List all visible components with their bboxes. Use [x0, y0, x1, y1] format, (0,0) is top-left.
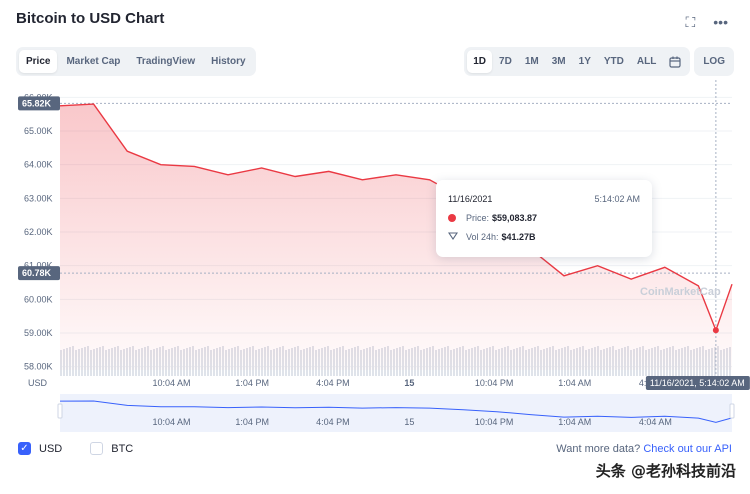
tooltip-time: 5:14:02 AM	[594, 194, 640, 204]
tab-price[interactable]: Price	[19, 50, 58, 73]
tooltip-price-label: Price:	[466, 213, 490, 223]
range-1d[interactable]: 1D	[467, 50, 493, 73]
cursor-dot	[712, 327, 719, 334]
y-tick-label: 63.00K	[24, 193, 53, 203]
current-price-tag: 60.78K	[18, 266, 60, 281]
api-prefix: Want more data?	[556, 443, 641, 455]
price-area	[60, 104, 732, 370]
chart-title: Bitcoin to USD Chart	[16, 10, 165, 27]
high-price-tag-bg	[18, 96, 60, 111]
range-selector: 1D 7D 1M 3M 1Y YTD ALL LOG	[464, 47, 734, 76]
price-line	[59, 103, 733, 333]
navigator-tick-label: 1:04 PM	[235, 417, 269, 427]
high-price-tag-label: 65.82K	[22, 98, 52, 108]
navigator-tick-label: 4:04 AM	[639, 417, 672, 427]
log-group: LOG	[694, 47, 734, 76]
tab-tradingview[interactable]: TradingView	[136, 56, 196, 67]
tab-history[interactable]: History	[211, 56, 246, 67]
y-tick-label: 59.00K	[24, 328, 53, 338]
range-1y[interactable]: 1Y	[578, 56, 591, 67]
log-toggle[interactable]: LOG	[703, 56, 725, 67]
y-tick-label: 61.00K	[24, 261, 53, 271]
x-tick-label: 10:04 PM	[475, 378, 514, 388]
range-ytd[interactable]: YTD	[603, 56, 624, 67]
tooltip-vol-label: Vol 24h:	[466, 232, 499, 242]
price-tags: 65.82K 60.78K	[18, 96, 60, 281]
legend-btc[interactable]: BTC	[90, 442, 133, 455]
x-tick-label: 1:04 AM	[558, 378, 591, 388]
volume-icon	[447, 232, 459, 242]
calendar-icon[interactable]	[663, 50, 687, 73]
range-1m[interactable]: 1M	[524, 56, 539, 67]
chart-tabs: Price Market Cap TradingView History	[16, 47, 256, 76]
x-tick-label: 1:04 PM	[235, 378, 269, 388]
cursor-time-tag: 11/16/2021, 5:14:02 AM	[645, 376, 750, 390]
api-promo: Want more data? Check out our API	[556, 443, 732, 455]
btc-checkbox[interactable]	[90, 442, 104, 455]
price-dot-icon	[448, 214, 456, 222]
navigator-tick-label: 1:04 AM	[558, 417, 591, 427]
coinmarketcap-watermark: CoinMarketCap	[640, 286, 721, 298]
x-tick-label: 15	[404, 378, 414, 388]
tooltip-header: 11/16/2021 5:14:02 AM	[448, 194, 640, 204]
x-axis: USD 10:04 AM 1:04 PM 4:04 PM 15 10:04 PM 1:04 …	[28, 376, 750, 390]
tooltip-vol-value: $41.27B	[501, 232, 536, 242]
navigator-tick-label: 15	[404, 417, 414, 427]
navigator-tick-label: 10:04 AM	[153, 417, 191, 427]
x-tick-label: 10:04 AM	[153, 378, 191, 388]
range-navigator[interactable]: 10:04 AM 1:04 PM 4:04 PM 15 10:04 PM 1:04 AM 4…	[57, 394, 735, 432]
y-tick-label: 64.00K	[24, 160, 53, 170]
cursor-time-bg	[645, 376, 750, 390]
range-all[interactable]: ALL	[636, 56, 657, 67]
y-tick-label: 65.00K	[24, 126, 53, 136]
navigator-handle-right	[729, 403, 735, 419]
range-3m[interactable]: 3M	[551, 56, 566, 67]
legend-usd[interactable]: ✓ USD	[18, 442, 62, 455]
range-group: 1D 7D 1M 3M 1Y YTD ALL	[464, 47, 691, 76]
tooltip-price-value: $59,083.87	[492, 213, 538, 223]
api-link[interactable]: Check out our API	[643, 443, 732, 455]
source-watermark: 头条 @老孙科技前沿	[595, 462, 736, 480]
y-tick-label: 58.00K	[24, 362, 53, 372]
x-tick-label: 4:04 PM	[316, 378, 350, 388]
expand-icon[interactable]: ⛶	[685, 14, 696, 30]
tooltip-vol: Vol 24h: $41.27B	[447, 232, 640, 242]
usd-checkbox[interactable]: ✓	[18, 442, 31, 455]
current-price-tag-bg	[18, 266, 60, 281]
currency-legend: ✓ USD BTC	[18, 442, 153, 455]
tab-market-cap[interactable]: Market Cap	[66, 56, 121, 67]
top-icons: ⛶ •••	[685, 14, 728, 30]
navigator-bg	[60, 394, 732, 432]
chart-tooltip: 11/16/2021 5:14:02 AM Price: $59,083.87 …	[436, 180, 652, 257]
high-price-tag: 65.82K	[18, 96, 60, 111]
tooltip-date: 11/16/2021	[448, 194, 493, 204]
navigator-line	[59, 400, 733, 423]
range-7d[interactable]: 7D	[499, 56, 512, 67]
x-axis-label: USD	[28, 378, 48, 388]
y-tick-label: 60.00K	[24, 294, 53, 304]
navigator-tick-label: 10:04 PM	[475, 417, 514, 427]
legend-usd-label: USD	[39, 442, 63, 455]
y-axis: 58.00K 59.00K 60.00K 61.00K 62.00K 63.00K 64.0…	[24, 92, 53, 371]
more-icon[interactable]: •••	[713, 14, 728, 30]
current-price-tag-label: 60.78K	[22, 268, 52, 278]
price-chart[interactable]: 58.00K 59.00K 60.00K 61.00K 62.00K 63.00K 64.0…	[0, 80, 750, 436]
legend-btc-label: BTC	[111, 442, 134, 455]
cursor-time-label: 11/16/2021, 5:14:02 AM	[650, 378, 745, 388]
navigator-handle-left	[57, 403, 63, 419]
y-tick-label: 62.00K	[24, 227, 53, 237]
tooltip-price: Price: $59,083.87	[448, 213, 640, 223]
navigator-tick-label: 4:04 PM	[316, 417, 350, 427]
